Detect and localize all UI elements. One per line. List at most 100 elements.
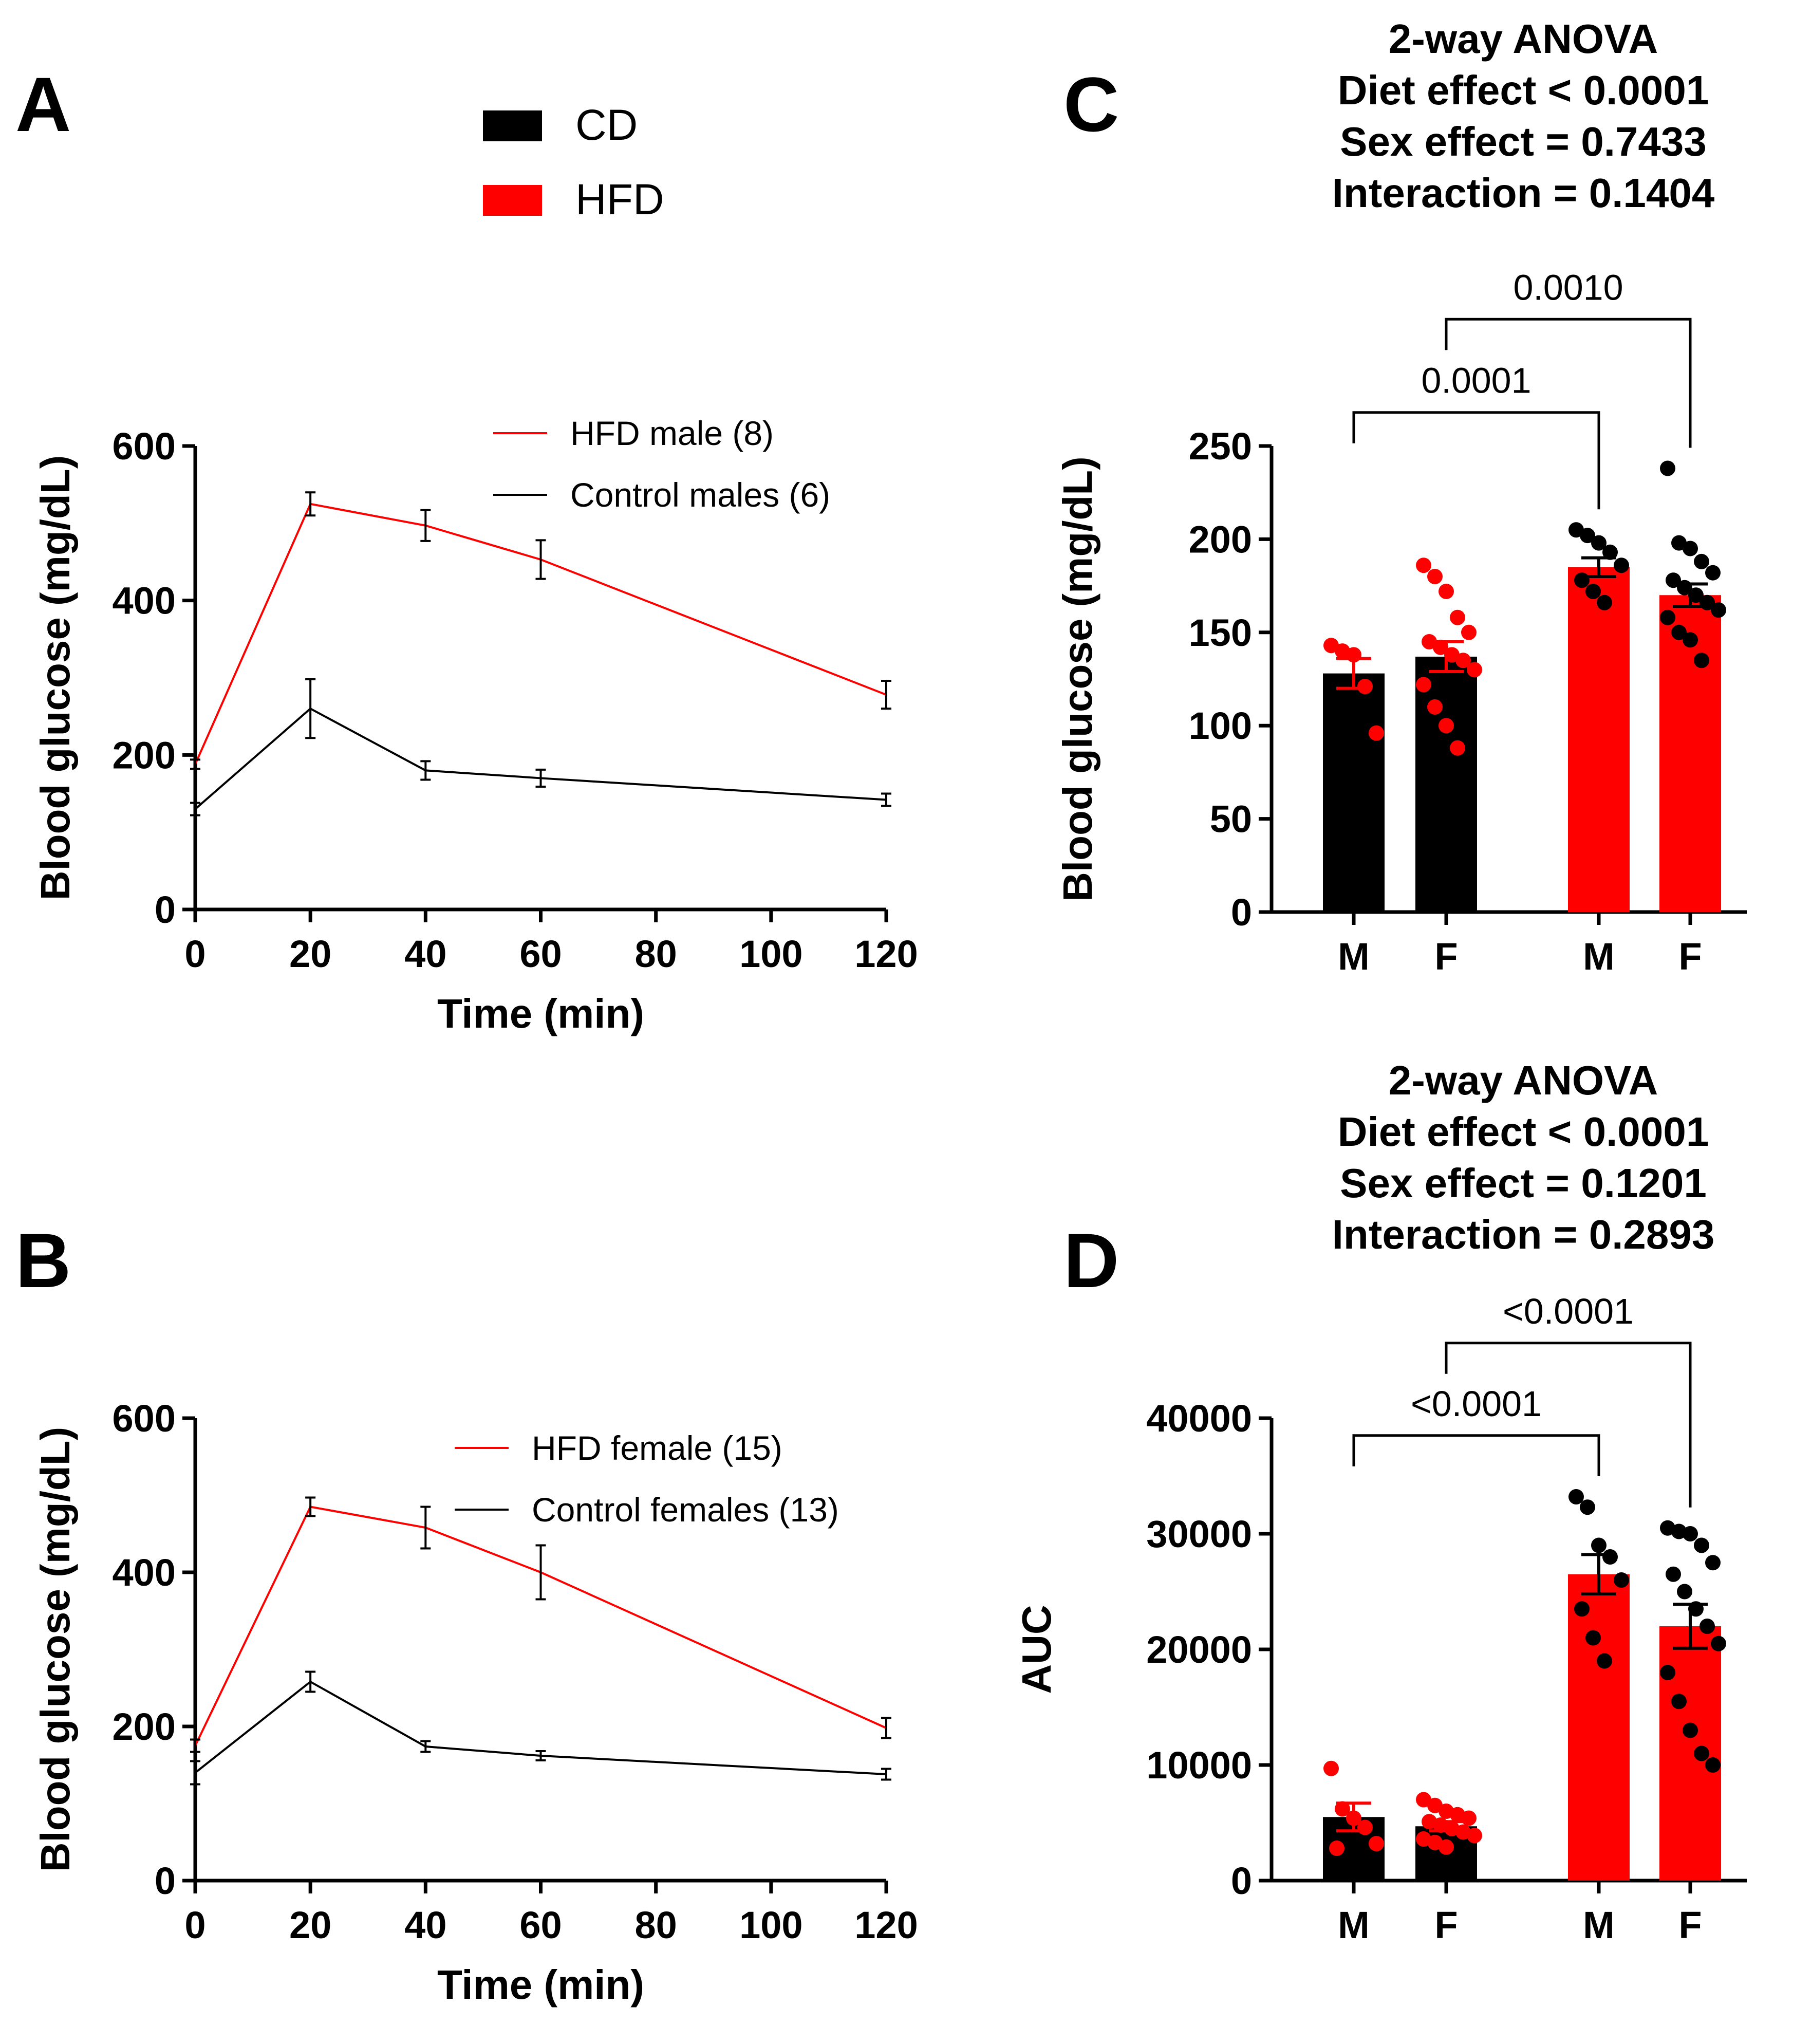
x-tick-label: 80 (635, 1904, 677, 1946)
x-tick-label: 40 (404, 933, 446, 975)
data-point (1614, 1572, 1629, 1588)
comparison-bracket (1352, 411, 1600, 510)
data-point (1614, 558, 1629, 573)
data-point (1705, 1555, 1721, 1571)
x-tick-label: 100 (739, 1904, 802, 1946)
panel-a-line-chart: 0 200 400 600 0 20 40 60 80 100 120 Time (min) Blood… (32, 414, 918, 1036)
data-point (1585, 1630, 1601, 1646)
data-point (1574, 1601, 1590, 1617)
y-tick-label: 20000 (1146, 1628, 1252, 1671)
data-point (1580, 1499, 1595, 1515)
p-value-label: 0.0001 (1421, 361, 1531, 401)
bar (1323, 673, 1385, 912)
x-tick-label: F (1434, 935, 1458, 978)
legend-swatch-cd (483, 110, 542, 141)
x-tick-label: 40 (404, 1904, 446, 1946)
data-point (1467, 662, 1482, 678)
x-tick-label: 0 (184, 933, 206, 975)
panel-letter-c: C (1063, 61, 1119, 147)
data-point (1591, 535, 1607, 551)
y-tick-label: 50 (1210, 798, 1252, 841)
data-point (1369, 725, 1384, 741)
y-tick-label: 600 (113, 1397, 176, 1440)
data-point (1450, 609, 1465, 625)
anova-stat-line: Interaction = 0.1404 (1332, 170, 1715, 216)
x-tick-label: 80 (635, 933, 677, 975)
main-legend: CD HFD (483, 101, 664, 224)
data-point (1660, 609, 1675, 625)
data-point (1694, 1537, 1709, 1553)
data-point (1369, 1836, 1384, 1851)
y-tick-label: 200 (1189, 518, 1252, 561)
panel-b-line-chart: 0 200 400 600 0 20 40 60 80 100 120 Time (min) Blood… (32, 1397, 918, 2008)
x-axis-title: Time (min) (437, 1962, 644, 2008)
anova-stat-line: Sex effect = 0.7433 (1340, 119, 1707, 164)
y-tick-label: 0 (155, 1860, 176, 1902)
data-point (1597, 1653, 1612, 1669)
x-tick-label: M (1583, 935, 1615, 978)
data-point (1427, 699, 1443, 715)
panel-letter-b: B (15, 1217, 71, 1304)
x-tick-label: M (1583, 1904, 1615, 1946)
data-point (1450, 740, 1465, 756)
data-point (1433, 639, 1448, 655)
series-legend-label: HFD female (15) (532, 1429, 782, 1467)
data-point (1597, 594, 1612, 610)
data-point (1671, 624, 1687, 640)
data-point (1694, 653, 1709, 668)
data-point (1688, 587, 1704, 603)
data-point (1461, 1810, 1477, 1826)
legend-label-cd: CD (575, 101, 638, 149)
bar (1659, 1626, 1721, 1881)
anova-stat-line: 2-way ANOVA (1389, 16, 1658, 62)
p-value-label: 0.0010 (1513, 267, 1623, 307)
data-point (1455, 653, 1471, 668)
data-point (1580, 528, 1595, 544)
x-tick-label: F (1434, 1904, 1458, 1946)
x-tick-label: 100 (739, 933, 802, 975)
x-tick-label: 20 (289, 933, 331, 975)
data-point (1467, 1828, 1482, 1844)
data-point (1683, 541, 1698, 556)
data-point (1461, 624, 1477, 640)
y-tick-label: 400 (113, 580, 176, 622)
y-tick-label: 400 (113, 1551, 176, 1594)
data-point (1671, 1694, 1687, 1709)
bar (1659, 595, 1721, 912)
x-tick-label: F (1678, 1904, 1702, 1946)
legend-label-hfd: HFD (575, 175, 664, 224)
data-point (1591, 1537, 1607, 1553)
data-point (1694, 1745, 1709, 1761)
data-point (1416, 677, 1431, 693)
y-tick-label: 200 (113, 1705, 176, 1748)
y-tick-label: 600 (113, 425, 176, 468)
y-tick-label: 200 (113, 734, 176, 776)
data-point (1683, 1722, 1698, 1738)
data-point (1683, 632, 1698, 648)
data-point (1329, 1841, 1344, 1856)
bar (1415, 656, 1477, 912)
data-point (1666, 1566, 1681, 1582)
data-point (1568, 1489, 1584, 1504)
y-axis-title: Blood glucose (mg/dL) (1055, 456, 1100, 902)
panel-letter-d: D (1063, 1217, 1119, 1304)
data-point (1602, 1549, 1618, 1565)
y-tick-label: 250 (1189, 425, 1252, 468)
x-tick-label: 20 (289, 1904, 331, 1946)
y-tick-label: 10000 (1146, 1744, 1252, 1787)
data-point (1335, 1801, 1350, 1817)
series-line (194, 1506, 887, 1746)
data-point (1574, 572, 1590, 588)
data-point (1694, 553, 1709, 569)
y-tick-label: 100 (1189, 704, 1252, 747)
y-tick-label: 0 (1231, 1860, 1252, 1902)
data-point (1683, 1526, 1698, 1541)
y-tick-label: 40000 (1146, 1397, 1252, 1440)
data-point (1585, 583, 1601, 599)
data-point (1439, 583, 1454, 599)
y-tick-label: 0 (155, 888, 176, 931)
data-point (1602, 544, 1618, 560)
data-point (1699, 1619, 1715, 1634)
data-point (1439, 1839, 1454, 1855)
